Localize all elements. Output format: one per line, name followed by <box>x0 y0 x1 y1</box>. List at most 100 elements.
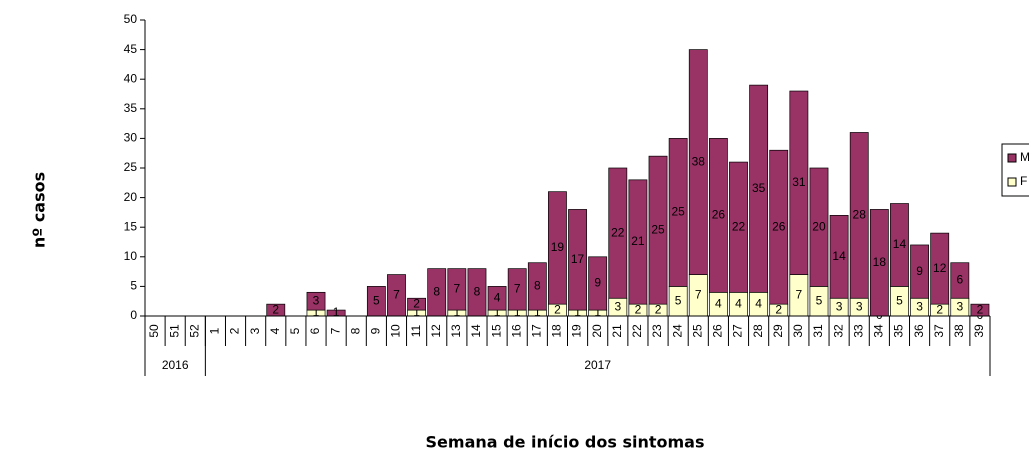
data-label: 8 <box>534 279 541 293</box>
data-label: 2 <box>977 302 984 316</box>
y-tick-label: 25 <box>124 160 138 174</box>
data-label: 1 <box>534 305 541 319</box>
x-tick-label: 26 <box>711 324 725 338</box>
data-label: 38 <box>692 154 706 168</box>
x-tick-label: 51 <box>167 324 181 338</box>
data-label: 2 <box>655 302 662 316</box>
legend-swatch <box>1007 153 1017 163</box>
data-label: 5 <box>373 293 380 307</box>
data-label: 7 <box>514 282 521 296</box>
bar-segment <box>306 291 326 311</box>
x-tick-label: 10 <box>389 324 403 338</box>
x-tick-label: 35 <box>892 324 906 338</box>
data-label: 1 <box>313 305 320 319</box>
bar-segment <box>668 138 688 287</box>
bar-segment <box>628 179 648 305</box>
x-tick-label: 24 <box>670 324 684 338</box>
x-tick-label: 1 <box>208 327 222 334</box>
y-tick-label: 35 <box>124 101 138 115</box>
x-tick-label: 14 <box>469 324 483 338</box>
data-label: 3 <box>313 293 320 307</box>
data-label: 1 <box>333 305 340 319</box>
x-tick-label: 7 <box>328 327 342 334</box>
data-label: 3 <box>614 299 621 313</box>
data-label: 3 <box>836 299 843 313</box>
bar-segment <box>789 90 809 275</box>
y-tick-label: 10 <box>124 249 138 263</box>
data-label: 31 <box>792 175 806 189</box>
x-tick-label: 6 <box>308 327 322 334</box>
data-label: 5 <box>896 293 903 307</box>
data-label: 2 <box>936 302 943 316</box>
data-label: 22 <box>732 219 746 233</box>
bar-segment <box>708 138 728 293</box>
legend-label: F <box>1020 174 1027 188</box>
x-tick-label: 11 <box>409 324 423 337</box>
y-tick-label: 50 <box>124 12 138 26</box>
bar-segment <box>890 203 909 287</box>
x-tick-label: 4 <box>268 327 282 334</box>
bar-segment <box>950 262 970 299</box>
data-label: 9 <box>916 264 923 278</box>
data-label: 4 <box>735 296 742 310</box>
data-label: 22 <box>611 225 625 239</box>
data-label: 5 <box>675 293 682 307</box>
legend-box <box>1001 143 1029 197</box>
y-tick-label: 0 <box>130 308 137 322</box>
group-label: 2017 <box>584 358 611 372</box>
group-label: 2016 <box>162 358 189 372</box>
x-tick-label: 9 <box>369 327 383 334</box>
bar-segment <box>407 297 427 311</box>
x-tick-label: 31 <box>811 324 825 338</box>
data-label: 1 <box>494 305 501 319</box>
bar-segment <box>568 209 587 311</box>
x-tick-label: 22 <box>630 324 644 338</box>
bar-segment <box>648 155 668 305</box>
x-tick-label: 28 <box>751 324 765 338</box>
data-label: 2 <box>272 302 279 316</box>
data-label: 14 <box>832 249 846 263</box>
x-tick-label: 21 <box>610 324 624 338</box>
bar-segment <box>548 191 567 305</box>
data-label: 1 <box>413 305 420 319</box>
data-label: 3 <box>856 299 863 313</box>
data-label: 2 <box>775 302 782 316</box>
x-tick-label: 23 <box>650 324 664 338</box>
x-tick-label: 2 <box>228 327 242 334</box>
x-tick-label: 36 <box>912 324 926 338</box>
data-label: 28 <box>853 208 867 222</box>
x-tick-label: 16 <box>509 324 523 338</box>
data-label: 25 <box>651 222 665 236</box>
x-tick-label: 37 <box>932 324 946 338</box>
data-label: 26 <box>712 208 726 222</box>
x-tick-label: 18 <box>550 324 564 338</box>
bar-segment <box>829 215 849 299</box>
y-tick-label: 30 <box>124 131 138 145</box>
data-label: 1 <box>574 305 581 319</box>
bar-segment <box>910 244 929 299</box>
data-label: 7 <box>454 282 461 296</box>
y-tick-label: 15 <box>124 219 138 233</box>
x-tick-label: 34 <box>872 324 886 338</box>
x-tick-label: 27 <box>731 324 745 338</box>
x-tick-label: 25 <box>690 324 704 338</box>
x-tick-label: 17 <box>529 324 543 338</box>
data-label: 12 <box>933 261 947 275</box>
data-label: 2 <box>554 302 561 316</box>
data-label: 5 <box>816 293 823 307</box>
bar-segment <box>447 268 467 311</box>
data-label: 18 <box>873 255 887 269</box>
legend-label: M <box>1020 150 1029 164</box>
data-label: 3 <box>956 299 963 313</box>
data-label: 4 <box>715 296 722 310</box>
data-label: 19 <box>551 240 565 254</box>
bar-segment <box>729 161 748 293</box>
x-tick-label: 19 <box>570 324 584 338</box>
bar-segment <box>487 286 507 311</box>
data-label: 7 <box>393 287 400 301</box>
bar-segment <box>809 167 829 287</box>
data-label: 2 <box>635 302 642 316</box>
x-tick-label: 8 <box>348 327 362 334</box>
data-label: 6 <box>956 273 963 287</box>
